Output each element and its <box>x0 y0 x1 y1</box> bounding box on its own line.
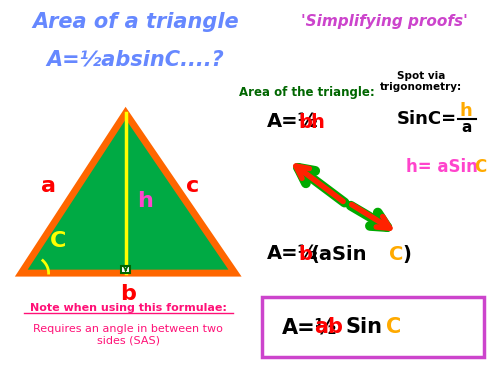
Bar <box>121 266 130 273</box>
Text: C: C <box>389 245 404 264</box>
Text: C: C <box>474 158 486 176</box>
Text: a: a <box>461 120 471 135</box>
Text: SinC=: SinC= <box>396 110 456 128</box>
Text: A=½: A=½ <box>282 317 338 337</box>
Text: C: C <box>386 317 401 337</box>
Text: Requires an angle in between two
sides (SAS): Requires an angle in between two sides (… <box>33 324 223 345</box>
Text: Sin: Sin <box>346 317 383 337</box>
Text: C: C <box>50 231 66 252</box>
Text: h= aSin: h= aSin <box>406 158 478 176</box>
Text: b: b <box>120 284 136 304</box>
Text: b: b <box>298 245 312 264</box>
Text: a: a <box>41 176 56 196</box>
Text: A=½absinC....?: A=½absinC....? <box>46 49 224 69</box>
FancyBboxPatch shape <box>262 297 484 357</box>
Text: A=½: A=½ <box>268 113 319 132</box>
Text: Area of a triangle: Area of a triangle <box>32 12 239 32</box>
Text: (aSin: (aSin <box>310 245 367 264</box>
Text: Area of the triangle:: Area of the triangle: <box>239 86 375 99</box>
Text: h: h <box>460 102 472 120</box>
Text: Spot via
trigonometry:: Spot via trigonometry: <box>380 70 462 92</box>
Text: h: h <box>310 113 324 132</box>
Text: Note when using this formulae:: Note when using this formulae: <box>30 303 226 313</box>
Text: ): ) <box>402 245 411 264</box>
Text: c: c <box>186 176 200 196</box>
Text: h: h <box>138 190 154 210</box>
Text: b: b <box>298 113 312 132</box>
Text: A=½: A=½ <box>268 245 319 264</box>
Polygon shape <box>22 113 235 273</box>
Text: 'Simplifying proofs': 'Simplifying proofs' <box>300 14 468 29</box>
Text: ab: ab <box>314 317 344 337</box>
